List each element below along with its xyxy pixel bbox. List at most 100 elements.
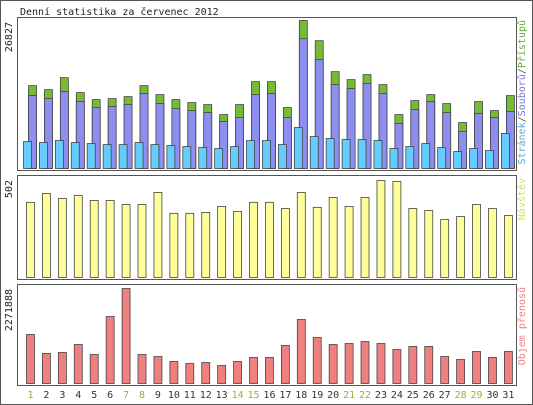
x-tick-label: 22 bbox=[359, 390, 371, 401]
legend-entry: Objem přenosů bbox=[516, 287, 528, 365]
bar bbox=[474, 113, 483, 169]
bar bbox=[503, 215, 513, 278]
bar bbox=[500, 133, 510, 169]
bar bbox=[458, 131, 468, 169]
bar bbox=[469, 148, 478, 169]
x-tick-label: 27 bbox=[439, 390, 451, 401]
bar bbox=[118, 144, 128, 169]
bar bbox=[137, 204, 147, 278]
bar bbox=[217, 365, 227, 384]
bar bbox=[277, 144, 287, 169]
bar bbox=[424, 210, 434, 278]
bar bbox=[309, 136, 319, 169]
legend-separator: / bbox=[517, 68, 528, 74]
bar bbox=[456, 216, 466, 278]
bar bbox=[150, 144, 160, 169]
bar bbox=[472, 351, 481, 384]
x-tick-label: 23 bbox=[375, 390, 387, 401]
bar bbox=[201, 362, 211, 384]
bar bbox=[121, 288, 131, 384]
bar bbox=[198, 147, 208, 169]
bar bbox=[235, 117, 244, 169]
bar bbox=[89, 200, 99, 278]
bar bbox=[26, 334, 35, 384]
bar bbox=[166, 145, 176, 169]
bar bbox=[201, 211, 211, 278]
bar bbox=[251, 94, 260, 169]
x-tick-label: 5 bbox=[91, 390, 97, 401]
x-tick-label: 31 bbox=[502, 390, 514, 401]
bar bbox=[39, 142, 48, 169]
bar bbox=[265, 357, 274, 384]
x-tick-label: 15 bbox=[247, 390, 259, 401]
bar bbox=[298, 38, 308, 169]
x-tick-label: 19 bbox=[311, 390, 323, 401]
bar bbox=[139, 93, 149, 169]
x-tick-label: 10 bbox=[168, 390, 180, 401]
bar bbox=[262, 140, 271, 169]
bar bbox=[408, 346, 418, 384]
bar bbox=[73, 194, 83, 278]
bar bbox=[105, 200, 115, 278]
bar bbox=[488, 208, 497, 278]
x-tick-label: 1 bbox=[27, 390, 33, 401]
bar bbox=[203, 112, 213, 169]
bar bbox=[360, 341, 370, 384]
bar bbox=[392, 181, 402, 278]
legend-separator: / bbox=[517, 116, 528, 122]
bar bbox=[134, 142, 144, 169]
bar bbox=[344, 205, 354, 278]
y-max-label: 502 bbox=[4, 180, 15, 198]
bar bbox=[44, 98, 53, 169]
bar bbox=[405, 146, 415, 169]
x-tick-label: 30 bbox=[486, 390, 498, 401]
x-tick-label: 28 bbox=[455, 390, 467, 401]
legend-entry: Stránek bbox=[516, 122, 528, 164]
bar bbox=[394, 123, 404, 169]
bar bbox=[28, 95, 37, 169]
bar bbox=[453, 151, 463, 169]
legend: Stránek/Souborů/Přístupů bbox=[516, 20, 528, 165]
x-tick-label: 2 bbox=[43, 390, 49, 401]
x-tick-label: 17 bbox=[279, 390, 291, 401]
bar bbox=[267, 93, 276, 169]
bar bbox=[456, 359, 466, 384]
x-tick-label: 20 bbox=[327, 390, 339, 401]
bar bbox=[249, 357, 258, 384]
x-tick-label: 6 bbox=[107, 390, 113, 401]
bar bbox=[182, 146, 192, 169]
bar bbox=[330, 84, 340, 169]
x-tick-label: 21 bbox=[343, 390, 355, 401]
x-tick-label: 12 bbox=[200, 390, 212, 401]
bar bbox=[314, 59, 324, 169]
bar bbox=[86, 143, 96, 169]
bar bbox=[410, 109, 420, 169]
x-tick-label: 11 bbox=[184, 390, 196, 401]
bar bbox=[26, 201, 35, 278]
bar bbox=[360, 197, 370, 278]
bar bbox=[437, 147, 447, 169]
bar bbox=[219, 121, 229, 169]
bar bbox=[214, 148, 224, 169]
bar bbox=[357, 139, 367, 169]
panel-frame bbox=[17, 175, 517, 280]
legend-entry: Přístupů bbox=[516, 20, 528, 68]
bar bbox=[490, 117, 499, 169]
bar bbox=[91, 107, 101, 169]
bar bbox=[169, 212, 179, 278]
x-tick-label: 8 bbox=[139, 390, 145, 401]
bar bbox=[421, 143, 431, 169]
bar bbox=[344, 343, 354, 384]
x-tick-label: 24 bbox=[391, 390, 403, 401]
panel-frame bbox=[17, 284, 517, 386]
legend: Objem přenosů bbox=[516, 287, 528, 365]
bar bbox=[280, 345, 290, 384]
bar bbox=[105, 316, 115, 384]
bar bbox=[54, 140, 64, 169]
bar bbox=[57, 198, 67, 278]
x-tick-label: 29 bbox=[471, 390, 483, 401]
bar bbox=[155, 103, 165, 169]
bar bbox=[89, 354, 99, 384]
panel-frame bbox=[17, 17, 517, 171]
